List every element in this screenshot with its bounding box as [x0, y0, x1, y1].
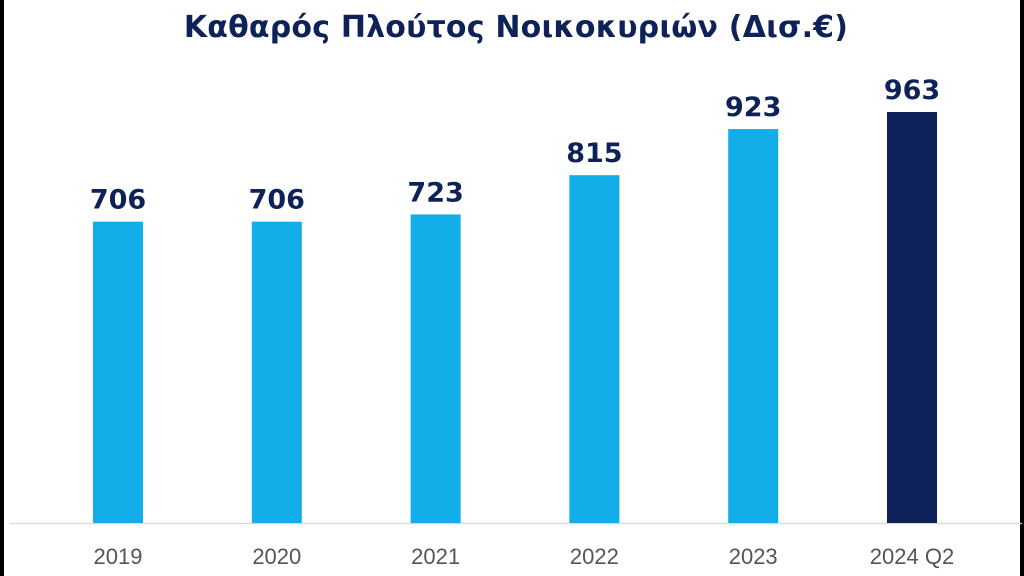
data-label: 963: [884, 75, 940, 106]
bar-2019: [93, 221, 143, 523]
x-tick-label: 2021: [411, 544, 460, 569]
x-tick-label: 2024 Q2: [870, 544, 954, 569]
data-label: 815: [566, 138, 622, 169]
bar-2023: [728, 129, 779, 523]
bar-2021: [410, 214, 461, 523]
bar-2020: [251, 221, 302, 523]
bar-2024-q2: [887, 112, 937, 523]
chart-title: Καθαρός Πλούτος Νοικοκυριών (Δισ.€): [183, 10, 849, 45]
data-label: 706: [249, 185, 305, 216]
data-label: 706: [90, 185, 146, 216]
bar-chart: 706 2019 706 2020 723 2021 815 2022 923 2023 963 20…: [10, 75, 1022, 569]
x-tick-label: 2019: [94, 544, 143, 569]
bar-2022: [569, 175, 620, 524]
x-tick-label: 2023: [729, 544, 778, 569]
x-tick-label: 2022: [570, 544, 619, 569]
x-tick-label: 2020: [252, 544, 301, 569]
data-label: 723: [407, 177, 463, 208]
data-label: 923: [725, 92, 781, 123]
